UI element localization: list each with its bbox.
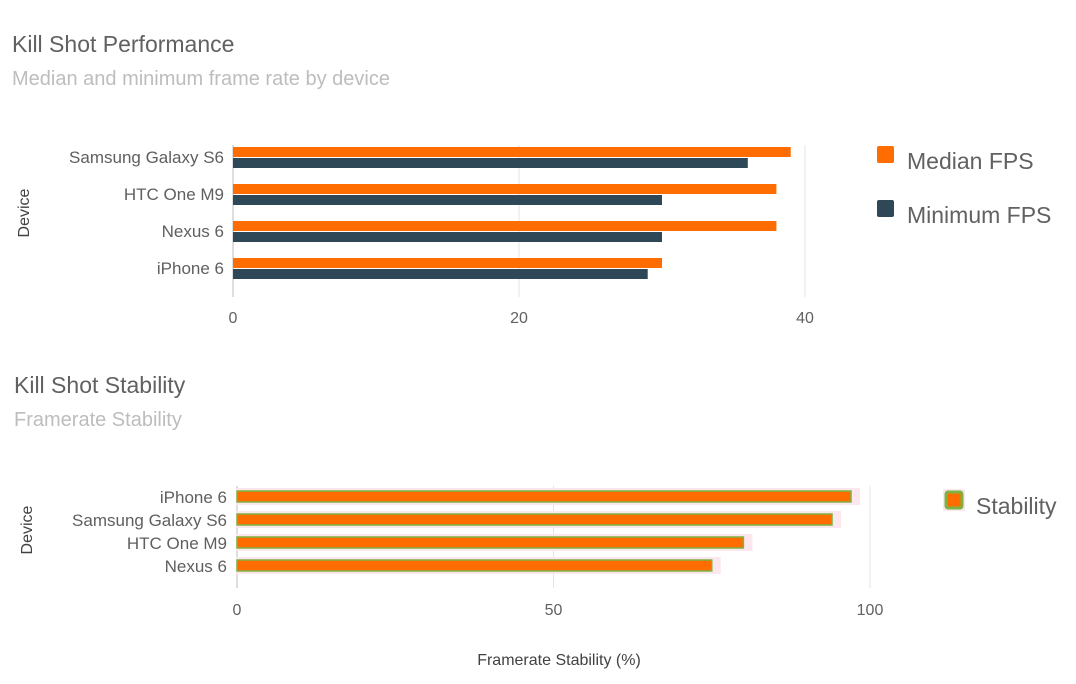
performance-x-tick-labels: 0 20 40 (229, 310, 814, 327)
performance-x-tick-0: 0 (229, 310, 238, 327)
bar-minimum-fps-htc-one-m9 (233, 195, 662, 205)
performance-y-axis-label: Device (16, 188, 33, 237)
stability-category-labels: iPhone 6 Samsung Galaxy S6 HTC One M9 Nexus… (72, 488, 227, 576)
performance-chart-subtitle: Median and minimum frame rate by device (12, 68, 390, 90)
performance-chart: Kill Shot Performance Median and minimum… (12, 31, 1051, 327)
bar-stability-iphone-6 (236, 490, 852, 503)
legend-label-median-fps: Median FPS (907, 148, 1034, 174)
performance-category-iphone-6: iPhone 6 (157, 259, 224, 278)
stability-category-nexus-6: Nexus 6 (165, 557, 227, 576)
bar-minimum-fps-nexus-6 (233, 232, 662, 242)
bar-median-fps-iphone-6 (233, 258, 662, 268)
performance-category-labels: Samsung Galaxy S6 HTC One M9 Nexus 6 iPhone… (69, 148, 224, 278)
stability-chart-title: Kill Shot Stability (14, 372, 186, 398)
performance-legend: Median FPS Minimum FPS (877, 146, 1051, 228)
performance-category-samsung-galaxy-s6: Samsung Galaxy S6 (69, 148, 224, 167)
legend-swatch-stability (944, 490, 964, 510)
stability-x-axis-label: Framerate Stability (%) (477, 652, 641, 669)
performance-x-tick-20: 20 (510, 310, 528, 327)
bar-median-fps-samsung-galaxy-s6 (233, 147, 791, 157)
legend-swatch-median-fps (877, 146, 894, 163)
legend-label-stability: Stability (976, 493, 1057, 519)
stability-x-tick-100: 100 (857, 602, 884, 619)
stability-category-iphone-6: iPhone 6 (160, 488, 227, 507)
stability-x-tick-labels: 0 50 100 (233, 602, 884, 619)
stability-chart: Kill Shot Stability Framerate Stability … (14, 372, 1057, 669)
bar-stability-htc-one-m9 (236, 536, 745, 549)
legend-label-minimum-fps: Minimum FPS (907, 202, 1051, 228)
bar-stability-samsung-galaxy-s6 (236, 513, 833, 526)
bar-minimum-fps-samsung-galaxy-s6 (233, 158, 748, 168)
stability-x-tick-0: 0 (233, 602, 242, 619)
stability-category-htc-one-m9: HTC One M9 (127, 534, 227, 553)
stability-y-axis-label: Device (19, 505, 36, 554)
stability-bars (236, 488, 861, 574)
performance-x-tick-40: 40 (796, 310, 814, 327)
performance-chart-title: Kill Shot Performance (12, 31, 234, 57)
performance-category-nexus-6: Nexus 6 (162, 222, 224, 241)
bar-minimum-fps-iphone-6 (233, 269, 648, 279)
stability-x-tick-50: 50 (545, 602, 563, 619)
bar-median-fps-htc-one-m9 (233, 184, 777, 194)
performance-category-htc-one-m9: HTC One M9 (124, 185, 224, 204)
stability-legend: Stability (943, 489, 1057, 519)
bar-median-fps-nexus-6 (233, 221, 777, 231)
bar-stability-nexus-6 (236, 559, 713, 572)
performance-bars (233, 147, 791, 279)
stability-category-samsung-galaxy-s6: Samsung Galaxy S6 (72, 511, 227, 530)
stability-chart-subtitle: Framerate Stability (14, 409, 182, 431)
legend-swatch-minimum-fps (877, 200, 894, 217)
